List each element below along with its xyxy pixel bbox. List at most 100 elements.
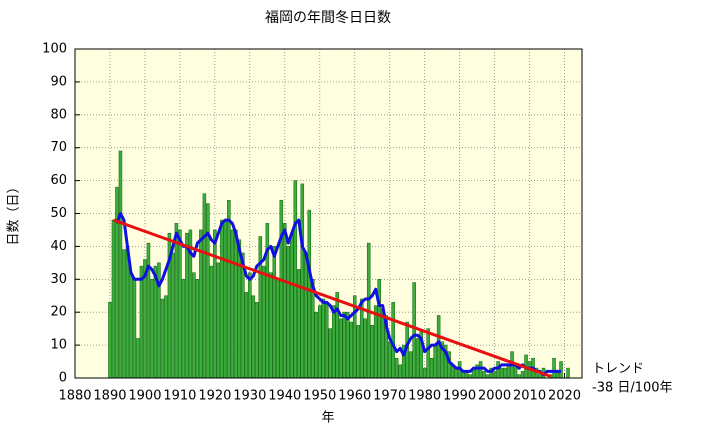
bar [146, 242, 151, 379]
bar [181, 278, 186, 379]
bar [160, 298, 165, 379]
bar [342, 311, 347, 379]
x-tick-label: 1980 [408, 389, 441, 404]
bar [321, 298, 326, 379]
bar [269, 272, 273, 379]
x-tick-label: 1930 [233, 389, 266, 404]
y-tick-label: 50 [50, 206, 67, 221]
bar [349, 321, 353, 379]
bar [192, 272, 196, 379]
bar [496, 361, 500, 379]
y-tick-label: 10 [50, 338, 67, 353]
bar [345, 311, 350, 379]
trend-label: トレンド [592, 362, 644, 377]
y-tick-label: 100 [42, 42, 67, 57]
bar [132, 278, 137, 379]
y-tick-label: 90 [50, 74, 67, 89]
bar [398, 364, 402, 379]
bar [290, 232, 294, 379]
bar [202, 193, 207, 379]
bar [115, 186, 119, 379]
bar [429, 357, 434, 379]
bar [230, 229, 235, 379]
bar [415, 338, 420, 379]
bar [129, 272, 133, 379]
y-tick-label: 0 [59, 371, 67, 386]
x-tick-label: 1970 [373, 389, 406, 404]
y-tick-label: 60 [50, 173, 67, 188]
bar [136, 338, 140, 379]
x-tick-label: 1910 [163, 389, 196, 404]
bar [283, 223, 287, 379]
bar [251, 295, 256, 379]
bar [503, 367, 507, 379]
bar [265, 223, 270, 379]
bar [300, 183, 305, 379]
bar [370, 325, 374, 379]
bar [171, 252, 175, 379]
x-tick-label: 1990 [443, 389, 476, 404]
bar [244, 292, 249, 379]
bar [335, 292, 340, 379]
bar [359, 298, 364, 379]
bar [216, 262, 221, 379]
bar [293, 180, 298, 379]
bar [248, 272, 252, 379]
bar [108, 302, 112, 379]
bar [492, 371, 497, 379]
x-tick-label: 1950 [303, 389, 336, 404]
bar [304, 252, 308, 379]
bar [286, 246, 291, 379]
bar [408, 351, 413, 379]
bar [328, 328, 333, 379]
y-tick-label: 70 [50, 140, 67, 155]
y-tick-label: 30 [50, 272, 67, 287]
bar [520, 371, 525, 379]
bar [262, 265, 266, 379]
x-tick-label: 1940 [268, 389, 301, 404]
bar [314, 311, 319, 379]
bar [150, 278, 154, 379]
x-tick-label: 1960 [338, 389, 371, 404]
bar [310, 278, 315, 379]
x-tick-label: 2020 [548, 389, 581, 404]
line [112, 218, 552, 378]
trend-value: -38 日/100年 [592, 381, 673, 396]
bar [272, 246, 277, 379]
y-axis-label: 日数（日） [7, 180, 22, 245]
bar [276, 278, 280, 379]
bar [255, 302, 259, 379]
bar [227, 200, 231, 379]
bar [338, 318, 343, 379]
bar [178, 229, 182, 379]
bar [258, 236, 263, 379]
bar [206, 203, 210, 379]
x-tick-label: 1890 [93, 389, 126, 404]
bar [317, 305, 322, 379]
x-tick-label: 1880 [58, 389, 91, 404]
bar [237, 239, 242, 379]
bar [482, 371, 486, 379]
bar [506, 364, 511, 379]
x-tick-label: 1900 [128, 389, 161, 404]
y-tick-label: 80 [50, 107, 67, 122]
bar [164, 295, 168, 379]
bar [426, 328, 430, 379]
plot-frame [74, 48, 583, 379]
bar [412, 282, 416, 379]
chart-title: 福岡の年間冬日日数 [265, 10, 391, 26]
bar [220, 219, 224, 379]
bar [234, 229, 238, 379]
bar [559, 361, 563, 379]
y-tick-label: 20 [50, 305, 67, 320]
x-tick-label: 2000 [478, 389, 511, 404]
bar [125, 246, 130, 379]
x-tick-label: 1920 [198, 389, 231, 404]
bar [118, 150, 123, 379]
bar [356, 325, 360, 379]
bar [478, 361, 483, 379]
bar [363, 318, 367, 379]
line [115, 212, 562, 377]
bar [433, 344, 437, 379]
x-axis-label: 年 [321, 411, 334, 426]
